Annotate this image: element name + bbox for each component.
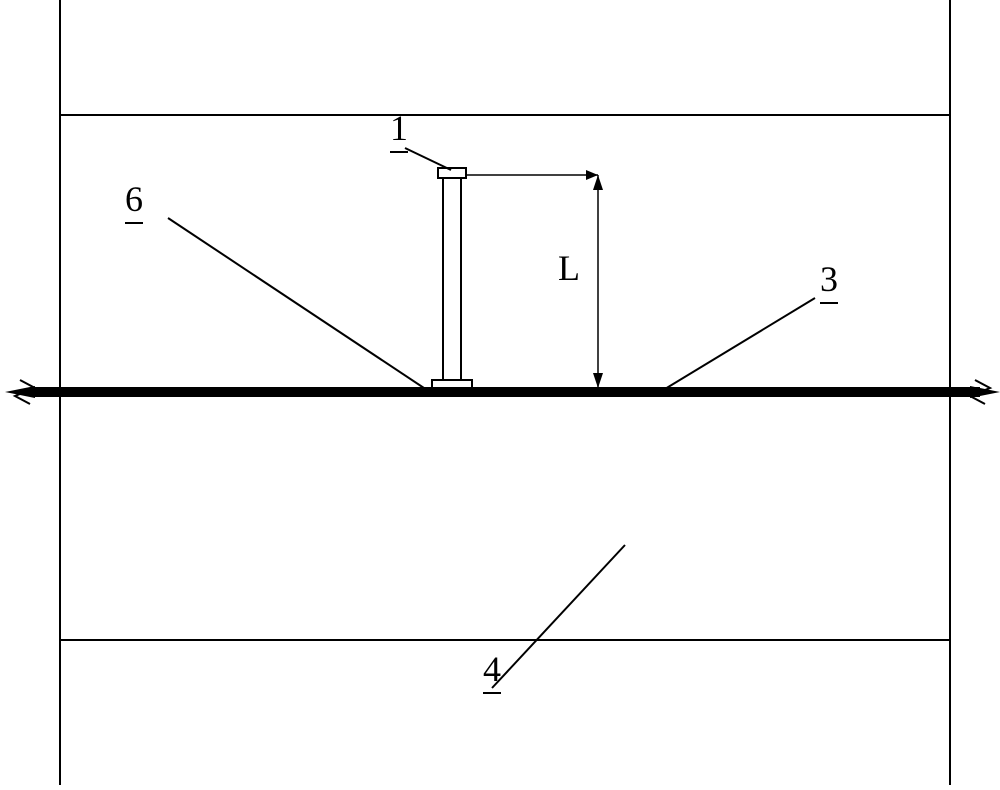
bolt-base [432, 380, 472, 388]
technical-diagram: 1 6 L 3 4 [0, 0, 1000, 785]
dimension-arrow-top [593, 175, 603, 190]
leader-line-6 [168, 218, 430, 392]
label-1: 1 [390, 107, 408, 153]
label-6: 6 [125, 178, 143, 224]
dimension-arrow-bottom [593, 373, 603, 388]
label-4: 4 [483, 648, 501, 694]
dimension-top-arrow [586, 170, 598, 180]
bolt-head [438, 168, 466, 178]
label-L: L [558, 247, 580, 289]
break-arrow-right [970, 386, 1000, 398]
break-arrow-left [5, 386, 35, 398]
label-3: 3 [820, 258, 838, 304]
leader-line-4 [492, 545, 625, 688]
leader-line-1 [405, 148, 451, 170]
bolt-shaft [443, 178, 461, 380]
leader-line-3 [660, 298, 815, 392]
